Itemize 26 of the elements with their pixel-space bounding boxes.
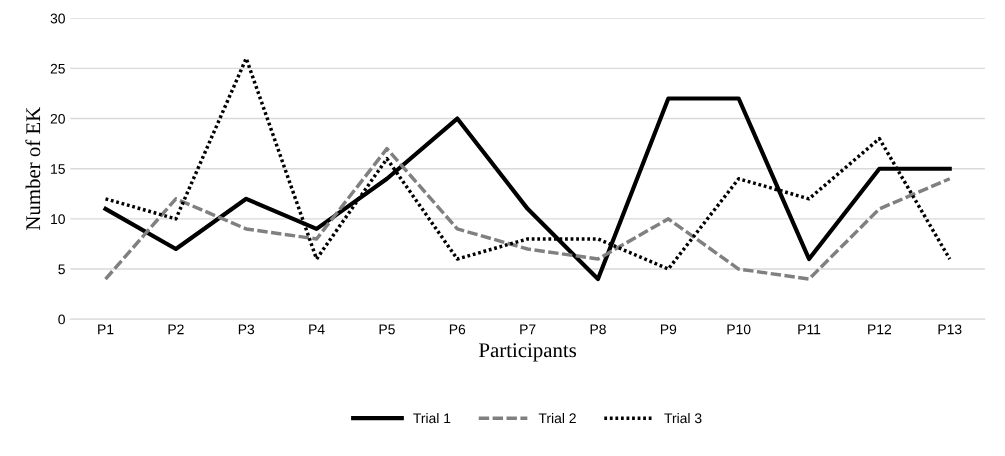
y-tick-label: 20 xyxy=(50,113,65,124)
y-tick-label: 0 xyxy=(58,314,65,325)
x-tick-label: P12 xyxy=(868,324,892,335)
legend-label: Trial 1 xyxy=(413,412,451,424)
x-tick-label: P2 xyxy=(168,324,184,335)
x-tick-label: P8 xyxy=(590,324,606,335)
x-tick-label: P11 xyxy=(798,324,821,335)
line-series xyxy=(103,146,952,281)
y-tick-label: 5 xyxy=(58,264,65,275)
x-tick-label: P9 xyxy=(660,324,677,335)
x-tick-label: P5 xyxy=(379,324,395,335)
x-tick-label: P6 xyxy=(449,324,466,335)
y-tick-label: 30 xyxy=(50,13,65,24)
y-axis-title: Number of EK xyxy=(25,107,41,231)
x-tick-label: P10 xyxy=(727,324,751,335)
x-tick-label: P1 xyxy=(98,324,114,335)
y-tick-label: 15 xyxy=(51,164,65,174)
x-tick-label: P13 xyxy=(938,324,962,335)
x-axis-title: Participants xyxy=(479,343,577,362)
y-tick-label: 25 xyxy=(50,63,65,74)
legend-label: Trial 2 xyxy=(538,412,576,424)
y-tick-label: 10 xyxy=(51,214,65,225)
x-tick-label: P4 xyxy=(309,324,325,335)
x-tick-label: P7 xyxy=(520,324,536,335)
x-tick-label: P3 xyxy=(238,324,255,335)
legend-label: Trial 3 xyxy=(664,412,702,424)
